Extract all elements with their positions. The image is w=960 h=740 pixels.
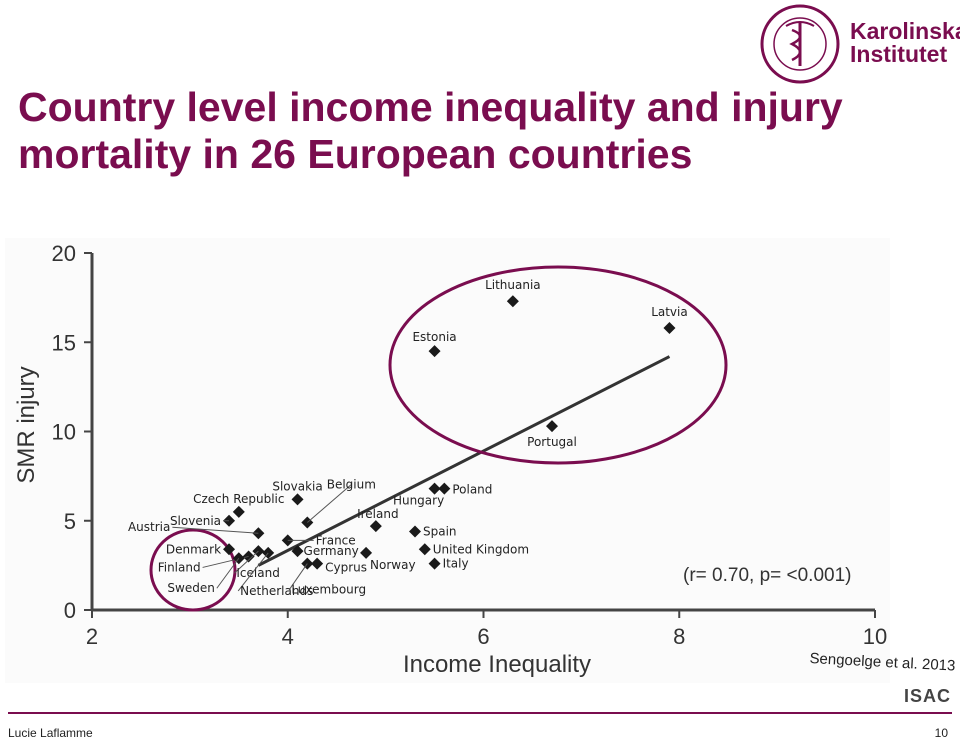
footer-divider: [8, 712, 952, 714]
data-point-italy: [428, 557, 441, 570]
footer-author: Lucie Laflamme: [8, 726, 93, 740]
slide-title: Country level income inequality and inju…: [18, 84, 858, 178]
data-label-belgium: Belgium: [327, 478, 376, 492]
y-tick-label: 15: [52, 330, 76, 355]
data-label-czech-republic: Czech Republic: [193, 492, 284, 506]
data-point-estonia: [428, 345, 441, 358]
x-tick-label: 8: [673, 624, 685, 649]
data-label-estonia: Estonia: [412, 330, 456, 344]
data-label-slovakia: Slovakia: [272, 479, 322, 493]
karolinska-seal-icon: [760, 4, 840, 84]
x-axis-label: Income Inequality: [403, 651, 591, 678]
data-label-germany: Germany: [304, 544, 359, 558]
x-tick-label: 6: [477, 624, 489, 649]
data-label-poland: Poland: [452, 483, 492, 497]
slide-title-line-2: mortality in 26 European countries: [18, 131, 693, 177]
data-point-portugal: [546, 420, 559, 433]
data-label-luxembourg: Luxembourg: [291, 583, 366, 597]
data-point-hungary: [428, 482, 441, 495]
leader-line-iceland: [234, 550, 259, 574]
y-axis-label: SMR injury: [13, 366, 40, 483]
data-point-denmark: [223, 543, 236, 556]
karolinska-logo: [752, 0, 960, 88]
data-label-sweden: Sweden: [167, 581, 214, 595]
data-label-norway: Norway: [370, 558, 416, 572]
isac-logo: ISAC: [904, 686, 952, 706]
data-label-latvia: Latvia: [651, 305, 688, 319]
leader-line-sweden: [216, 557, 240, 589]
karolinska-wordmark-line-2: Institutet: [850, 41, 948, 67]
data-label-italy: Italy: [443, 557, 469, 571]
data-label-ireland: Ireland: [357, 507, 399, 521]
data-point-czech-republic: [232, 505, 245, 518]
data-label-france: France: [316, 533, 356, 547]
data-label-lithuania: Lithuania: [485, 278, 541, 292]
data-point-latvia: [663, 321, 676, 334]
data-label-austria: Austria: [128, 520, 170, 534]
data-point-poland: [438, 482, 451, 495]
leader-line-netherlands: [237, 552, 269, 592]
y-tick-label: 20: [52, 241, 76, 266]
trend-line: [257, 355, 671, 567]
data-label-cyprus: Cyprus: [325, 561, 367, 575]
data-point-ireland: [369, 520, 382, 533]
karolinska-wordmark-line-1: Karolinska: [850, 18, 960, 44]
leader-line-luxembourg: [288, 563, 308, 590]
data-label-portugal: Portugal: [527, 435, 577, 449]
data-label-iceland: Iceland: [236, 566, 279, 580]
data-point-germany: [291, 545, 304, 558]
leader-line-austria: [172, 526, 259, 534]
data-point-norway: [360, 546, 373, 559]
data-label-spain: Spain: [423, 524, 457, 538]
x-tick-label: 2: [86, 624, 98, 649]
correlation-annotation: (r= 0.70, p= <0.001): [683, 565, 851, 586]
data-point-slovakia: [291, 493, 304, 506]
data-label-netherlands: Netherlands: [240, 584, 313, 598]
data-point-cyprus: [311, 557, 324, 570]
data-label-finland: Finland: [158, 560, 201, 574]
data-label-denmark: Denmark: [166, 542, 221, 556]
leader-line-belgium: [306, 484, 352, 523]
page-number: 10: [934, 726, 948, 740]
slide-title-line-1: Country level income inequality and inju…: [18, 84, 843, 130]
y-tick-label: 0: [64, 598, 76, 623]
x-tick-label: 10: [863, 624, 887, 649]
data-point-lithuania: [506, 295, 519, 308]
data-label-united-kingdom: United Kingdom: [433, 542, 529, 556]
data-point-united-kingdom: [418, 543, 431, 556]
data-point-spain: [408, 525, 421, 538]
y-tick-label: 10: [52, 420, 76, 445]
scatter-chart: 0 5 10 15 20 2 4 6 8 10 Income Inequality SMR injur…: [13, 241, 887, 678]
high-inequality-highlight-circle: [388, 265, 728, 465]
low-inequality-highlight-circle: [149, 528, 237, 612]
karolinska-wordmark: Karolinska Institutet: [850, 20, 960, 66]
data-label-slovenia: Slovenia: [170, 514, 221, 528]
y-tick-label: 5: [64, 509, 76, 534]
data-label-hungary: Hungary: [393, 494, 444, 508]
x-tick-label: 4: [282, 624, 294, 649]
